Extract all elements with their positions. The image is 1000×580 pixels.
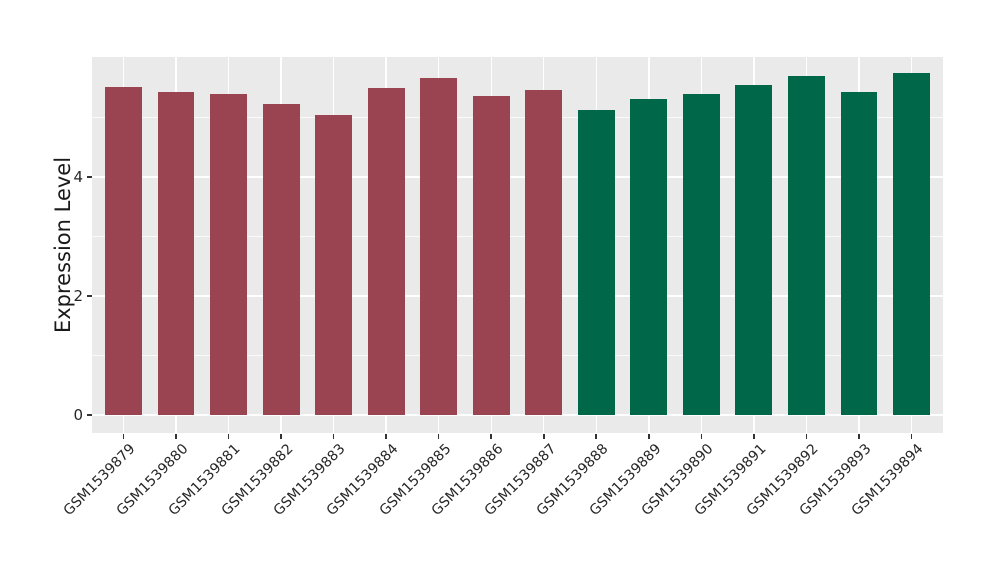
minor-gridline-y5 bbox=[92, 117, 943, 118]
bar-GSM1539883 bbox=[315, 114, 353, 415]
x-tick-mark-GSM1539890 bbox=[700, 433, 703, 439]
y-tick-label-2: 2 bbox=[73, 287, 83, 305]
x-tick-mark-GSM1539889 bbox=[648, 433, 650, 439]
bar-GSM1539893 bbox=[840, 91, 878, 415]
y-tick-mark-4 bbox=[86, 176, 92, 178]
x-tick-mark-GSM1539892 bbox=[805, 433, 808, 439]
x-tick-mark-GSM1539894 bbox=[910, 433, 913, 439]
x-tick-mark-GSM1539887 bbox=[542, 433, 545, 439]
x-tick-mark-GSM1539891 bbox=[753, 433, 755, 439]
bar-GSM1539879 bbox=[105, 86, 142, 415]
x-tick-mark-GSM1539879 bbox=[122, 433, 125, 439]
bar-GSM1539880 bbox=[157, 91, 195, 415]
bar-GSM1539892 bbox=[788, 75, 825, 415]
x-tick-mark-GSM1539888 bbox=[595, 433, 598, 439]
bar-GSM1539888 bbox=[577, 109, 615, 415]
y-tick-label-0: 0 bbox=[73, 406, 83, 424]
y-tick-label-4: 4 bbox=[73, 168, 83, 186]
y-tick-mark-2 bbox=[86, 295, 92, 297]
minor-gridline-y1 bbox=[92, 355, 943, 356]
bar-GSM1539890 bbox=[682, 93, 720, 415]
bar-GSM1539885 bbox=[420, 77, 458, 415]
bar-GSM1539882 bbox=[262, 104, 300, 415]
bar-GSM1539886 bbox=[472, 96, 510, 415]
x-tick-mark-GSM1539884 bbox=[385, 433, 387, 439]
bar-GSM1539884 bbox=[367, 88, 405, 415]
plot-panel bbox=[92, 57, 943, 433]
bar-GSM1539891 bbox=[735, 84, 773, 415]
x-tick-mark-GSM1539885 bbox=[437, 433, 440, 439]
major-gridline-y2 bbox=[92, 295, 943, 297]
minor-gridline-y3 bbox=[92, 236, 943, 237]
major-gridline-y4 bbox=[92, 176, 943, 178]
x-tick-mark-GSM1539893 bbox=[858, 433, 860, 439]
x-tick-mark-GSM1539881 bbox=[227, 433, 230, 439]
y-tick-mark-0 bbox=[86, 414, 92, 416]
x-tick-mark-GSM1539886 bbox=[490, 433, 493, 439]
x-tick-mark-GSM1539880 bbox=[175, 433, 177, 439]
x-tick-mark-GSM1539883 bbox=[332, 433, 335, 439]
major-gridline-y0 bbox=[92, 414, 943, 416]
bar-GSM1539894 bbox=[893, 73, 930, 415]
bar-GSM1539887 bbox=[525, 89, 563, 415]
bar-GSM1539889 bbox=[630, 99, 668, 415]
x-tick-mark-GSM1539882 bbox=[280, 433, 282, 439]
bar-GSM1539881 bbox=[210, 93, 247, 415]
